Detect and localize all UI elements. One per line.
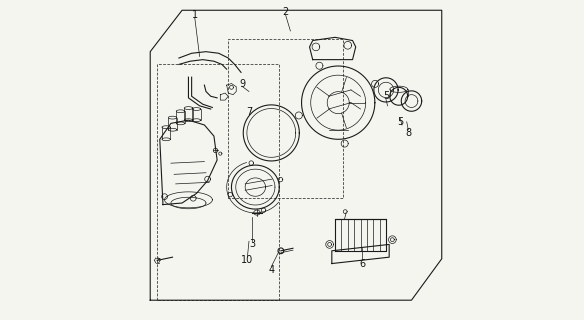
Text: 5: 5 xyxy=(383,91,389,101)
Text: 2: 2 xyxy=(283,7,288,17)
Text: 4: 4 xyxy=(268,265,274,275)
Text: 9: 9 xyxy=(239,78,246,89)
Text: 8: 8 xyxy=(405,128,411,138)
Text: 3: 3 xyxy=(249,239,255,249)
Text: 6: 6 xyxy=(359,259,365,268)
Text: 1: 1 xyxy=(192,10,198,20)
Text: 5: 5 xyxy=(397,117,404,127)
Text: 7: 7 xyxy=(246,107,252,117)
Text: 10: 10 xyxy=(241,255,253,265)
